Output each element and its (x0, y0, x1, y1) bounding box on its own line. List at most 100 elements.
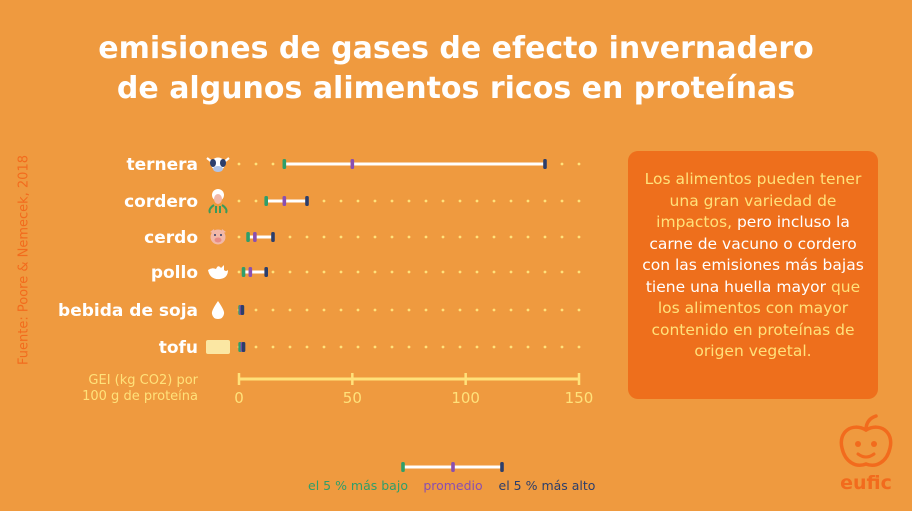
grid-dot (492, 199, 496, 203)
grid-dot (373, 345, 377, 349)
grid-dot (424, 308, 428, 312)
mean-marker (248, 267, 253, 277)
grid-dot (475, 308, 479, 312)
grid-dot (441, 199, 445, 203)
grid-dot (237, 270, 241, 274)
grid-dot (373, 199, 377, 203)
grid-dot (356, 235, 360, 239)
grid-dot (322, 199, 326, 203)
grid-dot (390, 345, 394, 349)
grid-dot (560, 162, 564, 166)
grid-dot (543, 270, 547, 274)
grid-dot (305, 235, 309, 239)
grid-dot (254, 308, 258, 312)
grid-dot (254, 345, 258, 349)
grid-dot (526, 308, 530, 312)
grid-dot (441, 345, 445, 349)
chicken-icon (208, 265, 228, 280)
grid-dot (509, 345, 513, 349)
mean-marker (282, 196, 287, 206)
category-label: ternera (126, 155, 198, 175)
grid-dot (560, 199, 564, 203)
grid-dot (492, 270, 496, 274)
sheep-icon (208, 189, 228, 214)
chart-title-line2: de algunos alimentos ricos en proteínas (116, 71, 796, 106)
mean-marker (350, 159, 355, 169)
grid-dot (271, 308, 275, 312)
grid-dot (424, 345, 428, 349)
grid-dot (407, 345, 411, 349)
grid-dot (390, 235, 394, 239)
legend-high-label: el 5 % más alto (499, 478, 596, 493)
grid-dot (492, 308, 496, 312)
grid-dot (407, 270, 411, 274)
grid-dot (458, 270, 462, 274)
grid-dot (390, 199, 394, 203)
high-marker (264, 267, 268, 277)
grid-dot (560, 235, 564, 239)
grid-dot (390, 308, 394, 312)
pig-icon (210, 229, 226, 245)
grid-dot (458, 345, 462, 349)
apple-face-icon (839, 414, 893, 467)
grid-dot (373, 270, 377, 274)
cow-icon (206, 157, 230, 172)
grid-dot (475, 199, 479, 203)
info-text-3: que los alimentos con mayor contenido en… (651, 277, 861, 361)
info-text-2: pero incluso la carne de vacuno o corder… (642, 213, 864, 296)
grid-dot (356, 308, 360, 312)
grid-dot (407, 235, 411, 239)
grid-dot (288, 270, 292, 274)
high-marker (543, 159, 547, 169)
grid-dot (339, 199, 343, 203)
grid-dot (373, 308, 377, 312)
eufic-logo: eufic (830, 412, 902, 498)
grid-dot (577, 308, 581, 312)
grid-dot (288, 308, 292, 312)
low-marker (241, 267, 246, 277)
grid-dot (254, 199, 258, 203)
grid-dot (322, 308, 326, 312)
category-label: tofu (159, 338, 198, 358)
high-marker (241, 342, 246, 352)
grid-dot (492, 235, 496, 239)
x-tick-label: 100 (451, 389, 480, 407)
grid-dot (526, 199, 530, 203)
x-axis-label-line1: GEI (kg CO2) por (88, 373, 198, 388)
grid-dot (509, 199, 513, 203)
grid-dot (407, 199, 411, 203)
grid-dot (509, 270, 513, 274)
grid-dot (492, 345, 496, 349)
high-marker (271, 232, 275, 242)
grid-dot (305, 308, 309, 312)
grid-dot (237, 199, 241, 203)
grid-dot (475, 270, 479, 274)
grid-dot (543, 235, 547, 239)
info-box: Los alimentos pueden tener una gran vari… (628, 151, 878, 399)
grid-dot (288, 345, 292, 349)
grid-dot (424, 235, 428, 239)
grid-dot (441, 308, 445, 312)
grid-dot (458, 235, 462, 239)
grid-dot (475, 235, 479, 239)
chart-title-line1: emisiones de gases de efecto invernadero (98, 31, 814, 66)
grid-dot (509, 308, 513, 312)
legend-mean-marker (451, 462, 455, 472)
info-text-1: Los alimentos pueden tener una gran vari… (644, 170, 862, 231)
x-tick-label: 150 (565, 389, 594, 407)
grid-dot (543, 199, 547, 203)
grid-dot (509, 235, 513, 239)
grid-dot (237, 235, 241, 239)
low-marker (282, 159, 287, 169)
x-tick-label: 50 (343, 389, 362, 407)
grid-dot (271, 270, 275, 274)
grid-dot (339, 345, 343, 349)
grid-dot (288, 235, 292, 239)
grid-dot (577, 162, 581, 166)
low-marker (264, 196, 268, 206)
grid-dot (356, 345, 360, 349)
grid-dot (543, 345, 547, 349)
grid-dot (560, 270, 564, 274)
mean-marker (253, 232, 257, 242)
